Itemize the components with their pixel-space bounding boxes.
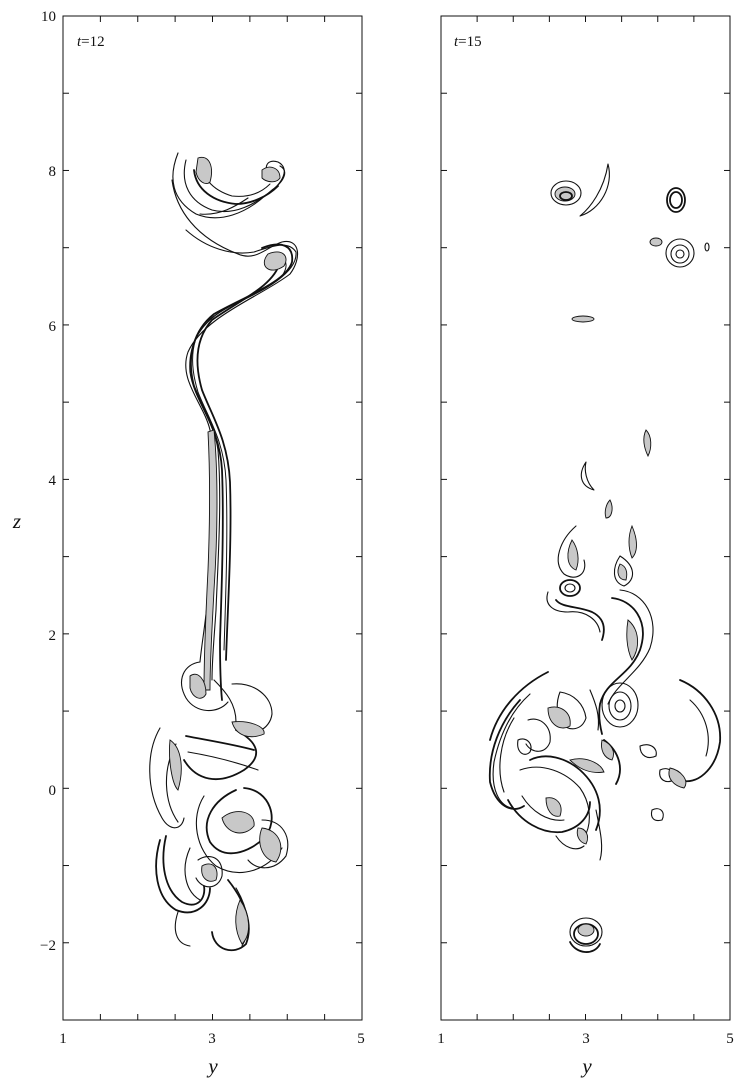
- shaded-region: [604, 499, 613, 519]
- shaded-region: [259, 827, 282, 863]
- lower-structure: [149, 661, 289, 952]
- shaded-region: [169, 739, 182, 791]
- shaded-region: [668, 767, 687, 789]
- shaded-region: [577, 923, 595, 937]
- y-tick-label: −2: [40, 938, 56, 954]
- shaded-region: [626, 619, 638, 661]
- shaded-region: [576, 827, 589, 845]
- panel-left: t=12 10 8 6 4 2 0 −2 1 3 5 y z: [12, 9, 365, 1078]
- ticks-right: [440, 15, 731, 1021]
- panel-label-right: t=15: [454, 34, 482, 50]
- shaded-region: [547, 706, 571, 729]
- shaded-region: [617, 563, 628, 581]
- x-tick-label: 5: [726, 1031, 734, 1047]
- shaded-region: [569, 758, 605, 773]
- shaded-region: [189, 673, 207, 699]
- x-tick-label: 5: [357, 1031, 365, 1047]
- y-tick-label: 2: [49, 628, 57, 644]
- ticks-left: [62, 15, 363, 1021]
- y-tick-label: 8: [49, 164, 57, 180]
- y-axis-title: z: [12, 509, 21, 533]
- x-tick-label: 1: [59, 1031, 67, 1047]
- shaded-region: [628, 524, 637, 559]
- y-tick-label: 10: [41, 9, 56, 25]
- x-tick-label: 3: [582, 1031, 590, 1047]
- shaded-region: [649, 237, 663, 247]
- contours-right: [488, 163, 721, 953]
- y-tick-label: 6: [49, 319, 57, 335]
- shaded-region: [235, 899, 249, 945]
- scattered-fragments: [580, 429, 652, 559]
- main-stem: [171, 179, 299, 701]
- x-tick-label: 3: [208, 1031, 216, 1047]
- shaded-region: [231, 721, 265, 738]
- shaded-region: [643, 429, 652, 458]
- shaded-region: [203, 429, 218, 691]
- shaded-region: [261, 166, 281, 183]
- panel-right: t=15 1 3 5 y: [437, 15, 734, 1078]
- contours-left: [149, 152, 299, 952]
- plot-frame-right: [440, 15, 731, 1021]
- shaded-region: [545, 797, 562, 817]
- x-tick-label: 1: [437, 1031, 445, 1047]
- shaded-region: [263, 251, 287, 271]
- shaded-region: [601, 739, 614, 761]
- mid-structure: [546, 525, 654, 735]
- shaded-region: [571, 315, 595, 323]
- x-axis-title-right: y: [580, 1054, 592, 1078]
- panel-label-left: t=12: [77, 34, 105, 50]
- shaded-region: [201, 863, 218, 882]
- x-axis-title-left: y: [206, 1054, 218, 1078]
- y-tick-label: 4: [49, 473, 57, 489]
- shaded-region: [195, 156, 212, 184]
- shaded-region: [221, 811, 255, 834]
- shaded-region: [567, 539, 579, 571]
- lower-structure-right: [488, 671, 721, 953]
- upper-eddies: [550, 163, 710, 323]
- upper-cap: [172, 152, 286, 219]
- y-tick-label: 0: [49, 783, 57, 799]
